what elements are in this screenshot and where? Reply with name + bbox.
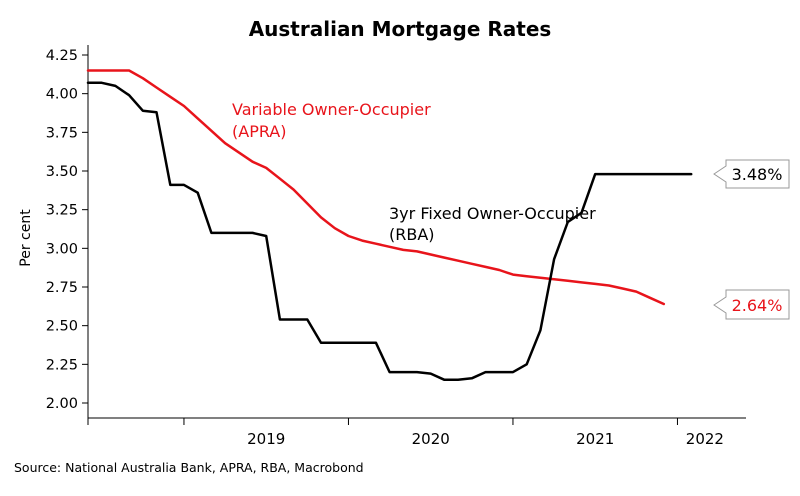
fixed-series-line bbox=[86, 81, 693, 382]
end-label-variable-value: 2.64% bbox=[732, 296, 783, 315]
chart-title: Australian Mortgage Rates bbox=[249, 17, 552, 41]
series-layer bbox=[86, 69, 693, 382]
y-tick-label: 2.75 bbox=[46, 280, 78, 296]
source-note: Source: National Australia Bank, APRA, R… bbox=[14, 460, 364, 475]
y-tick-label: 3.75 bbox=[46, 125, 78, 141]
y-tick-label: 3.00 bbox=[46, 241, 78, 257]
y-tick-label: 3.50 bbox=[46, 164, 78, 180]
end-label-fixed: 3.48% bbox=[713, 159, 790, 189]
x-tick-label: 2021 bbox=[576, 430, 614, 448]
end-label-fixed-value: 3.48% bbox=[732, 165, 783, 184]
x-tick-label: 2019 bbox=[247, 430, 285, 448]
y-axis-label: Per cent bbox=[18, 209, 34, 267]
x-axis: 2019 2020 2021 2022 bbox=[87, 417, 746, 448]
variable-series-label-line2: (APRA) bbox=[232, 122, 287, 141]
y-tick-label: 3.25 bbox=[46, 203, 78, 219]
x-tick-label: 2022 bbox=[686, 430, 724, 448]
x-tick-label: 2020 bbox=[412, 430, 450, 448]
y-tick-label: 2.00 bbox=[46, 396, 78, 412]
y-axis: 4.25 4.00 3.75 3.50 3.25 3.00 2.75 2.50 2.25 2.00 bbox=[46, 45, 89, 418]
fixed-series-label-line1: 3yr Fixed Owner-Occupier bbox=[389, 204, 596, 223]
y-tick-label: 4.00 bbox=[46, 87, 78, 103]
y-tick-label: 2.50 bbox=[46, 319, 78, 335]
y-tick-label: 2.25 bbox=[46, 357, 78, 373]
variable-series-label-line1: Variable Owner-Occupier bbox=[232, 100, 431, 119]
y-tick-label: 4.25 bbox=[46, 48, 78, 64]
end-label-variable: 2.64% bbox=[713, 289, 790, 320]
fixed-series-label-line2: (RBA) bbox=[389, 225, 435, 244]
variable-series-line bbox=[86, 69, 666, 306]
